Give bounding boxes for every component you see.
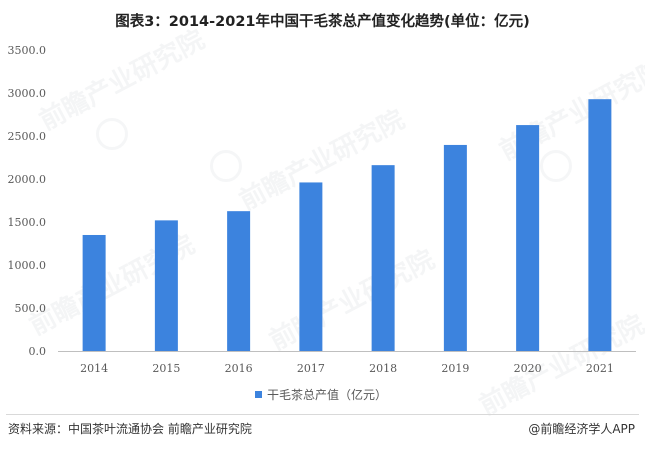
y-tick-label: 2500.0	[8, 130, 47, 143]
y-tick-label: 1000.0	[8, 259, 47, 272]
x-tick-label: 2020	[514, 362, 542, 375]
bar-2018	[371, 165, 395, 351]
bar-2016	[227, 211, 251, 351]
bar-2015	[154, 220, 178, 351]
legend-label: 干毛茶总产值（亿元）	[267, 387, 387, 402]
bar-chart: 0.0 500.0 1000.0 1500.0 2000.0 2500.0 3000.0 35…	[8, 44, 636, 402]
y-tick-label: 3000.0	[8, 87, 47, 100]
brand-credit: @前瞻经济学人APP	[528, 422, 635, 436]
x-tick-label: 2016	[225, 362, 253, 375]
x-tick-label: 2014	[80, 362, 108, 375]
x-tick-label: 2015	[152, 362, 180, 375]
x-tick-label: 2018	[369, 362, 397, 375]
footer-divider	[6, 414, 639, 415]
y-tick-label: 1500.0	[8, 216, 47, 229]
bar-2014	[82, 234, 106, 351]
y-tick-label: 3500.0	[8, 44, 47, 57]
bar-2020	[516, 125, 540, 351]
y-tick-label: 2000.0	[8, 173, 47, 186]
x-tick-label: 2017	[297, 362, 325, 375]
bar-2021	[588, 99, 612, 351]
source-note: 资料来源：中国茶叶流通协会 前瞻产业研究院	[8, 422, 252, 436]
bar-2019	[443, 144, 467, 351]
bar-2017	[299, 182, 323, 351]
chart-title: 图表3：2014-2021年中国干毛茶总产值变化趋势(单位：亿元)	[115, 14, 530, 30]
legend-swatch	[255, 391, 262, 398]
x-tick-label: 2019	[441, 362, 469, 375]
y-tick-label: 500.0	[15, 302, 47, 315]
y-tick-label: 0.0	[29, 345, 47, 358]
x-tick-label: 2021	[586, 362, 614, 375]
